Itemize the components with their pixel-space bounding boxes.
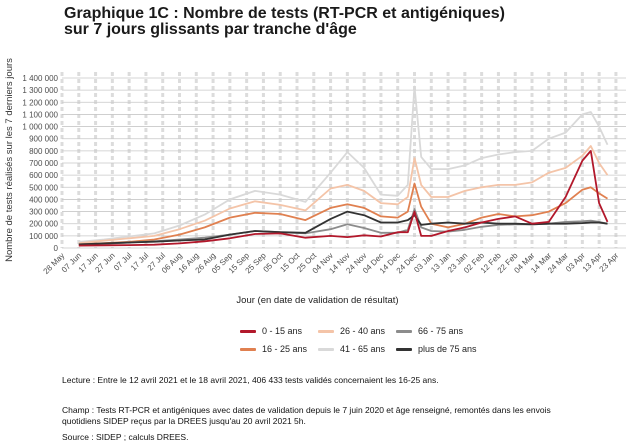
- legend-item-16-25: 16 - 25 ans: [240, 344, 307, 354]
- legend-item-66-75: 66 - 75 ans: [396, 326, 463, 336]
- legend-swatch: [396, 329, 412, 333]
- y-tick-label: 500 000: [29, 183, 58, 192]
- legend-swatch: [240, 347, 256, 351]
- note-lecture: Lecture : Entre le 12 avril 2021 et le 1…: [62, 375, 439, 385]
- y-tick-label: 700 000: [29, 159, 58, 168]
- chart-title: Graphique 1C : Nombre de tests (RT-PCR e…: [64, 6, 505, 38]
- y-axis-ticks: 0 100 000 200 000 300 000 400 000 500 000 600 …: [22, 74, 58, 253]
- legend-item-41-65: 41 - 65 ans: [318, 344, 385, 354]
- chart-title-line-1: Graphique 1C : Nombre de tests (RT-PCR e…: [64, 5, 505, 22]
- note-champ-line-1: Champ : Tests RT-PCR et antigéniques ave…: [62, 405, 551, 415]
- legend-swatch: [318, 347, 334, 351]
- legend-swatch: [240, 329, 256, 333]
- x-tick-label: 07 Jul: [112, 251, 134, 273]
- chart-title-line-2: sur 7 jours glissants par tranche d'âge: [64, 21, 357, 38]
- legend-item-plus-75: plus de 75 ans: [396, 344, 477, 354]
- y-tick-label: 1 400 000: [22, 74, 58, 83]
- series-line-2: [78, 145, 609, 244]
- y-tick-label: 1 000 000: [22, 123, 58, 132]
- legend-item-0-15: 0 - 15 ans: [240, 326, 302, 336]
- x-tick-label: 17 Jul: [129, 251, 151, 273]
- y-tick-label: 1 100 000: [22, 110, 58, 119]
- legend-swatch: [396, 347, 412, 351]
- series-line-1: [78, 182, 608, 246]
- y-tick-label: 600 000: [29, 171, 58, 180]
- y-tick-label: 400 000: [29, 195, 58, 204]
- legend-label: 16 - 25 ans: [262, 344, 308, 354]
- note-source: Source : SIDEP ; calculs DREES.: [62, 432, 189, 442]
- legend-label: 66 - 75 ans: [418, 326, 464, 336]
- legend-item-26-40: 26 - 40 ans: [318, 326, 385, 336]
- legend-label: 26 - 40 ans: [340, 326, 386, 336]
- series-lines: [78, 85, 609, 247]
- y-tick-label: 1 200 000: [22, 98, 58, 107]
- series-line-0: [78, 149, 609, 247]
- y-tick-label: 0: [54, 244, 59, 253]
- legend-swatch: [318, 329, 334, 333]
- y-tick-label: 800 000: [29, 147, 58, 156]
- series-line-5: [78, 210, 608, 246]
- y-tick-label: 1 300 000: [22, 86, 58, 95]
- y-tick-label: 100 000: [29, 232, 58, 241]
- y-tick-label: 200 000: [29, 220, 58, 229]
- note-champ-line-2: quotidiens SIDEP reçus par la DREES jusq…: [62, 416, 306, 426]
- y-axis-label: Nombre de tests réalisés sur les 7 derni…: [4, 58, 15, 262]
- y-tick-label: 900 000: [29, 135, 58, 144]
- y-tick-label: 300 000: [29, 208, 58, 217]
- x-axis-label: Jour (en date de validation de résultat): [236, 295, 399, 306]
- legend-label: 0 - 15 ans: [262, 326, 303, 336]
- legend-label: plus de 75 ans: [418, 344, 477, 354]
- note-champ: Champ : Tests RT-PCR et antigéniques ave…: [62, 405, 622, 427]
- x-tick-label: 23 Apr: [598, 251, 621, 274]
- series-line-3: [78, 85, 609, 243]
- legend-label: 41 - 65 ans: [340, 344, 386, 354]
- grid: [60, 72, 626, 249]
